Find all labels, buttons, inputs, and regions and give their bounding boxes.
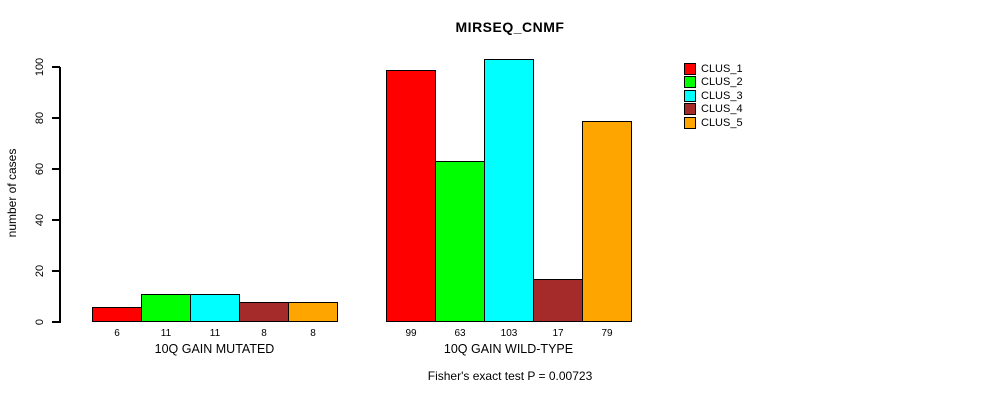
y-tick-mark	[52, 66, 60, 68]
bar-value-label: 17	[552, 328, 564, 339]
legend-item-clus_2: CLUS_2	[684, 76, 743, 90]
y-tick-label: 100	[34, 57, 46, 77]
legend: CLUS_1 CLUS_2 CLUS_3 CLUS_4 CLUS_5	[684, 62, 743, 130]
annotation-text: Fisher's exact test P = 0.00723	[427, 369, 593, 383]
bar-value-label: 11	[160, 328, 172, 339]
bar-value-label: 63	[454, 328, 466, 339]
bar-value-label: 8	[261, 328, 267, 339]
y-tick-label: 0	[34, 318, 46, 326]
bar-clus_5-2	[582, 121, 632, 322]
bar-value-label: 79	[601, 328, 613, 339]
bar-clus_4-1	[239, 302, 289, 322]
legend-swatch-icon	[684, 116, 696, 129]
bar-clus_2-1	[141, 294, 191, 322]
legend-item-label: CLUS_5	[701, 116, 743, 129]
bar-value-label: 6	[114, 328, 120, 339]
y-tick-label: 80	[34, 111, 46, 125]
y-tick-label: 40	[34, 213, 46, 227]
y-tick-label: 60	[34, 162, 46, 176]
legend-item-clus_4: CLUS_4	[684, 103, 743, 117]
y-tick-mark	[52, 321, 60, 323]
legend-swatch-icon	[684, 103, 696, 116]
legend-item-clus_3: CLUS_3	[684, 89, 743, 103]
bar-clus_1-2	[386, 70, 436, 322]
legend-item-clus_1: CLUS_1	[684, 62, 743, 76]
bar-value-label: 99	[405, 328, 417, 339]
y-axis-label: number of cases	[5, 148, 19, 238]
bar-clus_3-2	[484, 59, 534, 322]
bar-value-label: 8	[310, 328, 316, 339]
bar-clus_2-2	[435, 161, 485, 322]
bar-clus_5-1	[288, 302, 338, 322]
chart-title: MIRSEQ_CNMF	[455, 19, 565, 35]
legend-item-label: CLUS_3	[701, 89, 743, 102]
category-label: 10Q GAIN WILD-TYPE	[443, 342, 574, 356]
bar-clus_1-1	[92, 307, 142, 322]
bar-value-label: 11	[209, 328, 221, 339]
legend-swatch-icon	[684, 89, 696, 102]
legend-item-clus_5: CLUS_5	[684, 116, 743, 130]
legend-item-label: CLUS_2	[701, 76, 743, 89]
y-tick-mark	[52, 168, 60, 170]
legend-swatch-icon	[684, 62, 696, 75]
y-axis-line	[59, 67, 61, 323]
y-tick-label: 20	[34, 264, 46, 278]
legend-swatch-icon	[684, 76, 696, 89]
legend-item-label: CLUS_1	[701, 62, 743, 75]
y-tick-mark	[52, 219, 60, 221]
bar-clus_4-2	[533, 279, 583, 322]
bar-clus_3-1	[190, 294, 240, 322]
category-label: 10Q GAIN MUTATED	[154, 342, 275, 356]
bar-value-label: 103	[500, 328, 518, 339]
legend-item-label: CLUS_4	[701, 103, 743, 116]
y-tick-mark	[52, 117, 60, 119]
y-tick-mark	[52, 270, 60, 272]
